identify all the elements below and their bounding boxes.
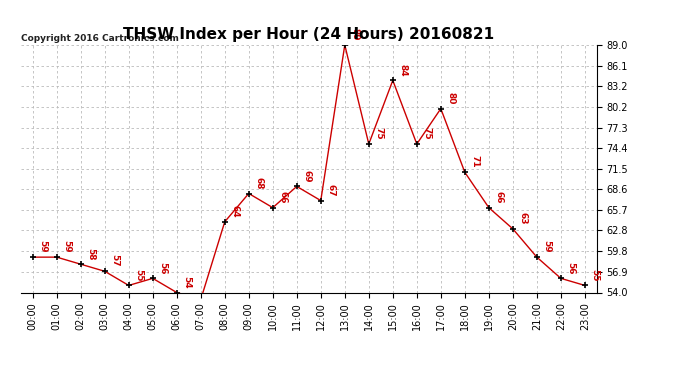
Text: 55: 55 <box>135 269 144 281</box>
Text: 66: 66 <box>494 191 504 204</box>
Text: 59: 59 <box>542 240 551 253</box>
Text: 71: 71 <box>471 156 480 168</box>
Text: 58: 58 <box>86 248 95 260</box>
Text: 59: 59 <box>62 240 71 253</box>
Text: 75: 75 <box>422 127 431 140</box>
Text: 55: 55 <box>591 269 600 281</box>
Text: 64: 64 <box>230 205 239 218</box>
Text: 89: 89 <box>351 28 359 41</box>
Text: 84: 84 <box>398 64 407 76</box>
Text: 53: 53 <box>0 374 1 375</box>
Text: THSW  (°F): THSW (°F) <box>610 33 670 44</box>
Text: 80: 80 <box>446 92 455 105</box>
Text: 59: 59 <box>38 240 47 253</box>
Text: 54: 54 <box>182 276 191 288</box>
Text: 56: 56 <box>566 262 575 274</box>
Text: 68: 68 <box>255 177 264 189</box>
Text: 75: 75 <box>375 127 384 140</box>
Text: 57: 57 <box>110 255 119 267</box>
Text: Copyright 2016 Cartronics.com: Copyright 2016 Cartronics.com <box>21 33 179 42</box>
Text: 67: 67 <box>326 184 335 196</box>
Text: 56: 56 <box>158 262 167 274</box>
Title: THSW Index per Hour (24 Hours) 20160821: THSW Index per Hour (24 Hours) 20160821 <box>124 27 494 42</box>
Text: 69: 69 <box>302 170 311 182</box>
Text: 63: 63 <box>518 212 527 225</box>
Text: 66: 66 <box>278 191 287 204</box>
